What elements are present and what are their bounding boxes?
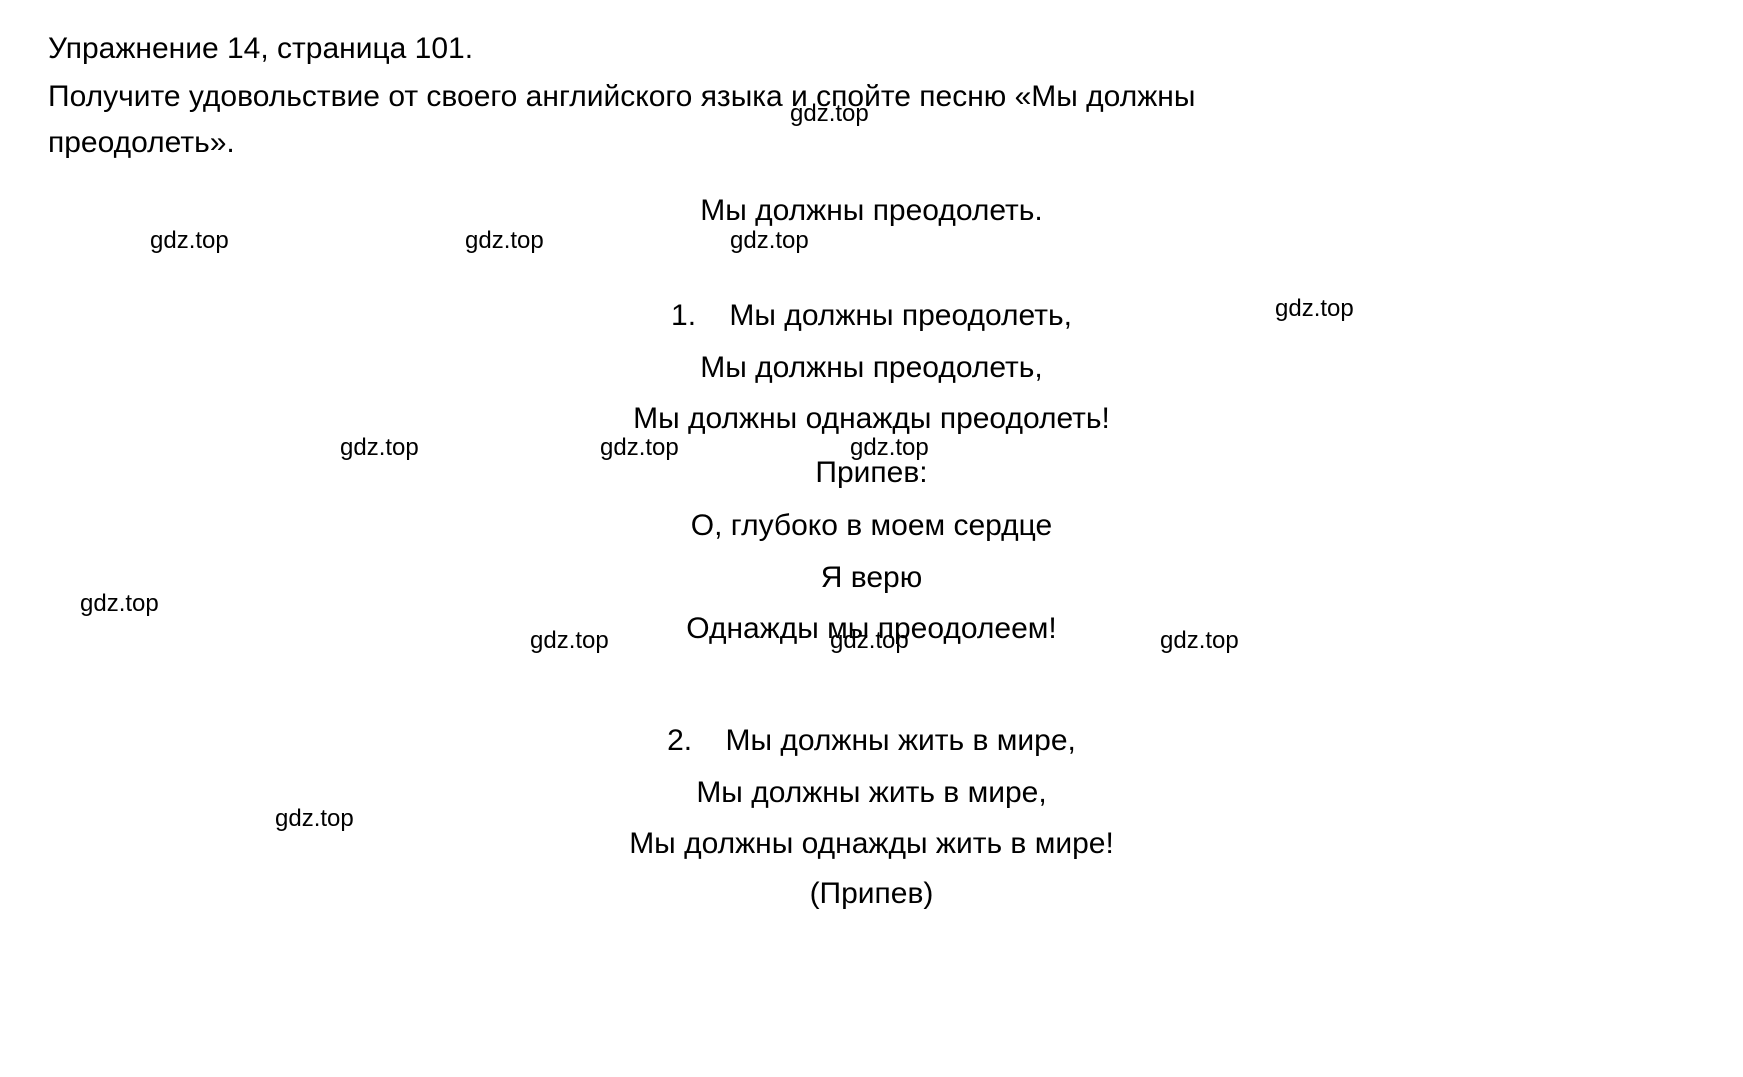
- verse-2: 2. Мы должны жить в мире, Мы должны жить…: [0, 715, 1743, 870]
- watermark-text: gdz.top: [730, 227, 809, 255]
- watermark-text: gdz.top: [850, 434, 929, 462]
- verse-line: Мы должны однажды жить в мире!: [0, 818, 1743, 870]
- watermark-text: gdz.top: [80, 590, 159, 618]
- refrain-text: (Припев): [0, 868, 1743, 920]
- exercise-heading: Упражнение 14, страница 101.: [48, 28, 473, 70]
- verse-text: Мы должны преодолеть,: [729, 299, 1072, 332]
- song-title: Мы должны преодолеть.: [0, 190, 1743, 232]
- watermark-text: gdz.top: [790, 100, 869, 128]
- watermark-text: gdz.top: [1275, 295, 1354, 323]
- chorus-line: О, глубоко в моем сердце: [0, 500, 1743, 552]
- chorus-line: Я верю: [0, 552, 1743, 604]
- watermark-text: gdz.top: [150, 227, 229, 255]
- watermark-text: gdz.top: [600, 434, 679, 462]
- verse-number: 1.: [671, 299, 696, 332]
- instruction-text-line1: Получите удовольствие от своего английск…: [48, 76, 1195, 118]
- watermark-text: gdz.top: [465, 227, 544, 255]
- verse-text: Мы должны жить в мире,: [726, 724, 1076, 757]
- verse-line: Мы должны преодолеть,: [0, 342, 1743, 394]
- verse-line: Мы должны жить в мире,: [0, 767, 1743, 819]
- final-refrain: (Припев): [0, 868, 1743, 920]
- watermark-text: gdz.top: [830, 627, 909, 655]
- watermark-text: gdz.top: [275, 805, 354, 833]
- verse-number: 2.: [667, 724, 692, 757]
- watermark-text: gdz.top: [530, 627, 609, 655]
- watermark-text: gdz.top: [1160, 627, 1239, 655]
- verse-line: 1. Мы должны преодолеть,: [0, 290, 1743, 342]
- instruction-text-line2: преодолеть».: [48, 122, 235, 164]
- watermark-text: gdz.top: [340, 434, 419, 462]
- verse-line: 2. Мы должны жить в мире,: [0, 715, 1743, 767]
- page-container: Упражнение 14, страница 101. Получите уд…: [0, 0, 1743, 1077]
- verse-1: 1. Мы должны преодолеть, Мы должны преод…: [0, 290, 1743, 445]
